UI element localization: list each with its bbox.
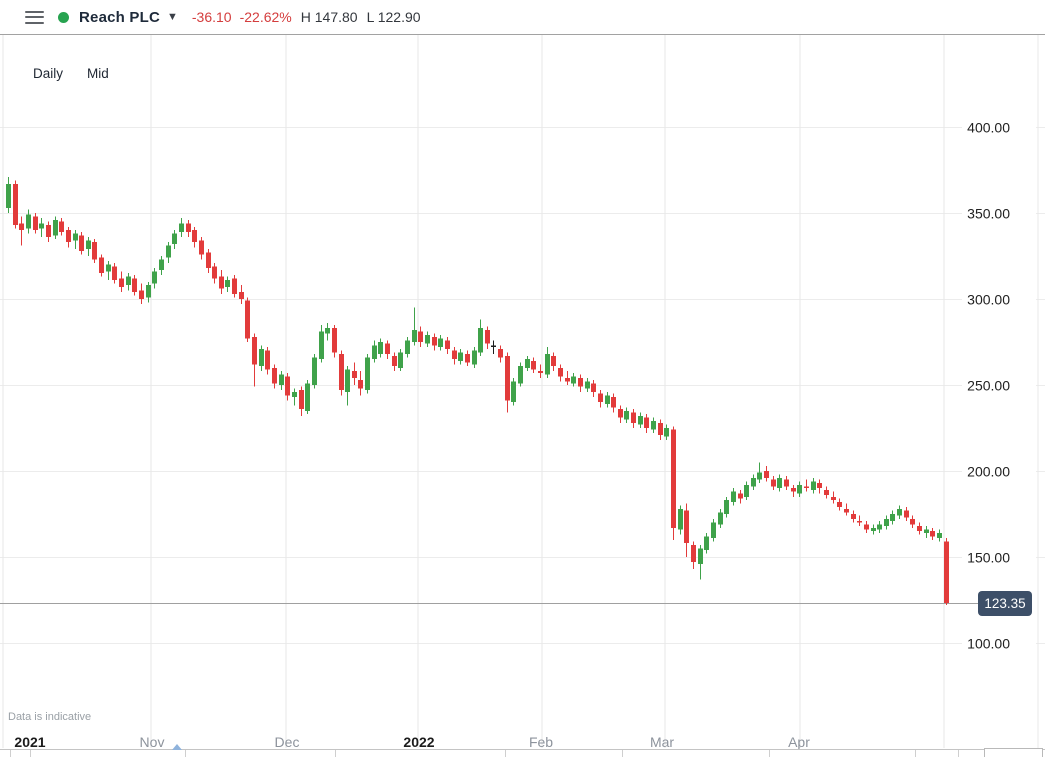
svg-text:300.00: 300.00 <box>967 292 1010 308</box>
timeline-right-box <box>984 748 1043 757</box>
timeline-strip-separator <box>185 750 186 757</box>
timeline-strip-separator <box>30 750 31 757</box>
market-open-dot-icon <box>58 11 69 23</box>
timeline-strip-separator <box>958 750 959 757</box>
svg-text:100.00: 100.00 <box>967 636 1010 652</box>
svg-text:350.00: 350.00 <box>967 206 1010 222</box>
day-low: L 122.90 <box>366 9 421 25</box>
timeline-strip-separator <box>335 750 336 757</box>
svg-text:400.00: 400.00 <box>967 120 1010 136</box>
svg-text:200.00: 200.00 <box>967 464 1010 480</box>
disclaimer-text: Data is indicative <box>8 711 92 723</box>
svg-text:Nov: Nov <box>140 734 165 750</box>
svg-text:250.00: 250.00 <box>967 378 1010 394</box>
svg-text:Mar: Mar <box>650 734 674 750</box>
svg-text:2022: 2022 <box>403 734 434 750</box>
timeline-strip-separator <box>622 750 623 757</box>
price-change-percent: -22.62% <box>239 9 292 25</box>
chart-toolbar: Daily Mid <box>33 66 109 81</box>
last-price-tag: 123.35 <box>978 591 1032 616</box>
day-high: H 147.80 <box>300 9 358 25</box>
timeline-strip[interactable] <box>0 744 1045 757</box>
svg-text:Apr: Apr <box>788 734 810 750</box>
chevron-down-icon[interactable]: ▼ <box>167 11 178 23</box>
instrument-name[interactable]: Reach PLC <box>79 8 160 26</box>
svg-text:Feb: Feb <box>529 734 553 750</box>
interval-button[interactable]: Daily <box>33 66 64 81</box>
price-change: -36.10 <box>191 9 232 25</box>
timeline-marker-icon[interactable] <box>172 744 182 750</box>
timeline-strip-separator <box>505 750 506 757</box>
timeline-strip-separator <box>915 750 916 757</box>
timeline-strip-separator <box>769 750 770 757</box>
svg-text:2021: 2021 <box>14 734 45 750</box>
svg-text:150.00: 150.00 <box>967 550 1010 566</box>
instrument-header: Reach PLC ▼ -36.10 -22.62% H 147.80 L 12… <box>0 0 1045 35</box>
menu-icon[interactable] <box>25 10 44 24</box>
timeline-strip-separator <box>10 750 11 757</box>
svg-text:Dec: Dec <box>275 734 300 750</box>
price-type-button[interactable]: Mid <box>87 66 109 81</box>
